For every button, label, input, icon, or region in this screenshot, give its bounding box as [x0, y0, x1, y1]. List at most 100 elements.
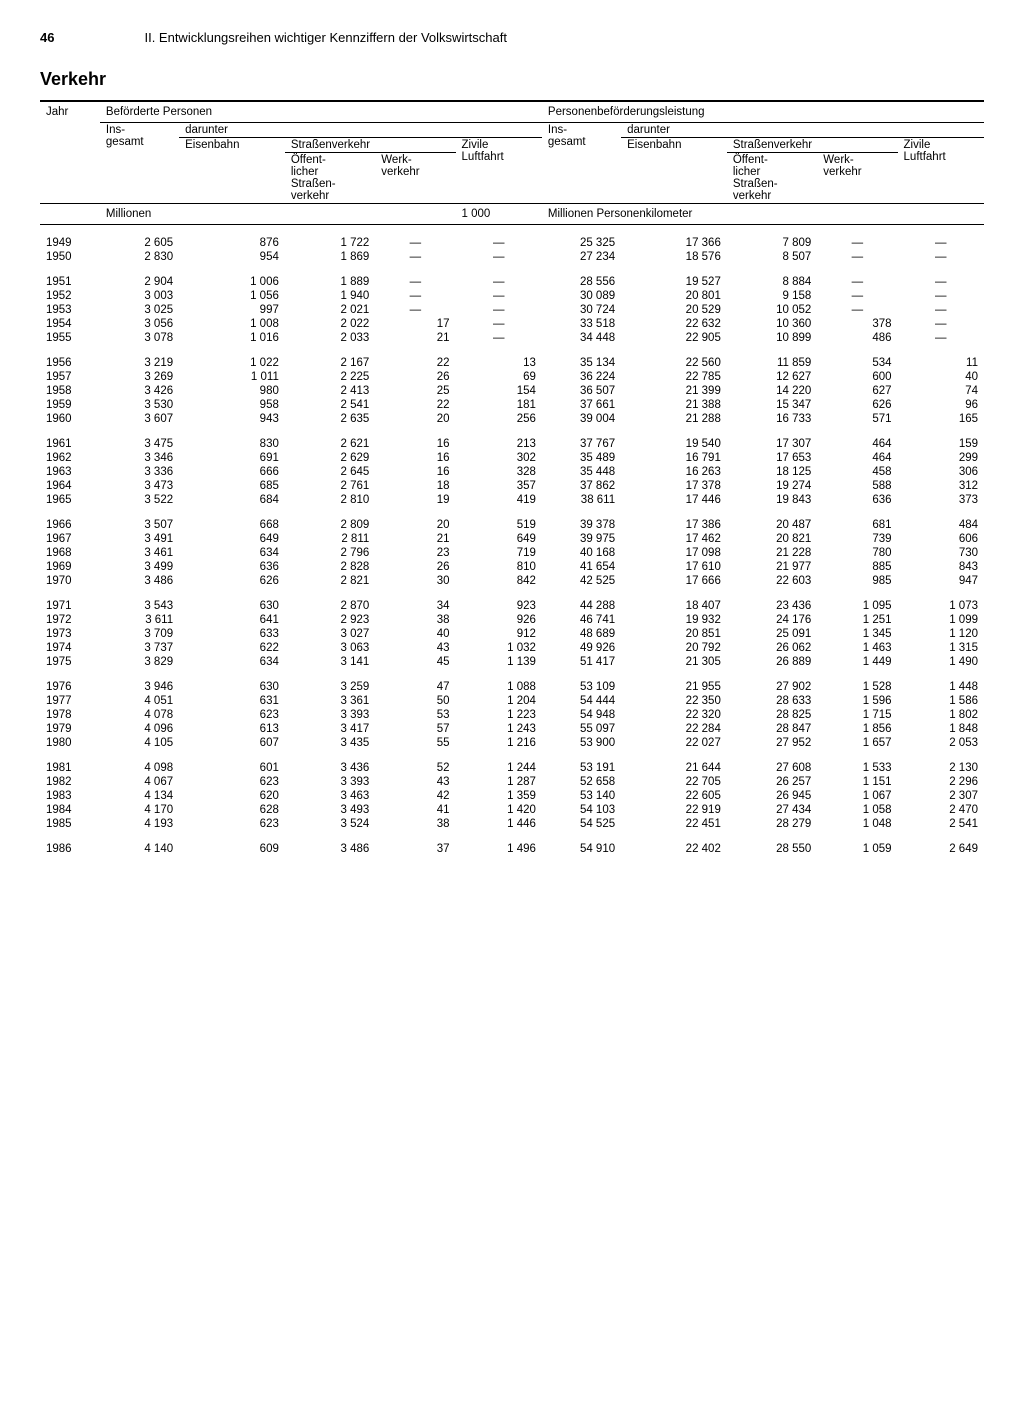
- cell-value: 1 463: [817, 641, 897, 655]
- table-row: 19653 5226842 8101941938 61117 44619 843…: [40, 493, 984, 507]
- cell-year: 1961: [40, 426, 100, 451]
- cell-value: 3 269: [100, 370, 179, 384]
- cell-value: 636: [817, 493, 897, 507]
- cell-value: 26 889: [727, 655, 817, 669]
- cell-year: 1954: [40, 317, 100, 331]
- table-row: 19723 6116412 9233892646 74119 93224 176…: [40, 613, 984, 627]
- cell-value: 4 098: [100, 750, 179, 775]
- table-row: 19854 1936233 524381 44654 52522 45128 2…: [40, 817, 984, 831]
- cell-value: —: [898, 225, 984, 251]
- cell-value: 17 098: [621, 546, 727, 560]
- cell-value: —: [898, 303, 984, 317]
- table-row: 19834 1346203 463421 35953 14022 60526 9…: [40, 789, 984, 803]
- cell-value: 609: [179, 831, 285, 856]
- cell-value: 54 948: [542, 708, 621, 722]
- cell-value: 3 524: [285, 817, 375, 831]
- cell-value: 3 219: [100, 345, 179, 370]
- cell-value: 19 932: [621, 613, 727, 627]
- cell-value: 30 724: [542, 303, 621, 317]
- cell-year: 1959: [40, 398, 100, 412]
- cell-value: 17 307: [727, 426, 817, 451]
- cell-year: 1983: [40, 789, 100, 803]
- cell-value: 649: [179, 532, 285, 546]
- table-row: 19583 4269802 4132515436 50721 39914 220…: [40, 384, 984, 398]
- table-row: 19814 0986013 436521 24453 19121 64427 6…: [40, 750, 984, 775]
- cell-value: 26 945: [727, 789, 817, 803]
- cell-year: 1980: [40, 736, 100, 750]
- cell-value: 730: [898, 546, 984, 560]
- table-row: 19543 0561 0082 02217—33 51822 63210 360…: [40, 317, 984, 331]
- cell-value: —: [375, 250, 455, 264]
- cell-value: 1 216: [456, 736, 542, 750]
- cell-value: 14 220: [727, 384, 817, 398]
- cell-value: 40: [375, 627, 455, 641]
- cell-value: 28 633: [727, 694, 817, 708]
- table-row: 19824 0676233 393431 28752 65822 70526 2…: [40, 775, 984, 789]
- cell-value: 43: [375, 775, 455, 789]
- cell-value: 2 130: [898, 750, 984, 775]
- cell-value: 628: [179, 803, 285, 817]
- cell-year: 1950: [40, 250, 100, 264]
- cell-value: 3 829: [100, 655, 179, 669]
- cell-value: 2 541: [285, 398, 375, 412]
- cell-value: 1 448: [898, 669, 984, 694]
- cell-value: 19: [375, 493, 455, 507]
- cell-value: 780: [817, 546, 897, 560]
- cell-year: 1985: [40, 817, 100, 831]
- cell-value: 607: [179, 736, 285, 750]
- cell-value: 2 225: [285, 370, 375, 384]
- cell-value: —: [817, 250, 897, 264]
- cell-value: 684: [179, 493, 285, 507]
- cell-value: 1 067: [817, 789, 897, 803]
- table-row: 19743 7376223 063431 03249 92620 79226 0…: [40, 641, 984, 655]
- col-oeffentlich-1: Öffent- licher Straßen- verkehr: [285, 153, 375, 204]
- unit-millionen: Millionen: [100, 204, 456, 225]
- cell-value: 1 251: [817, 613, 897, 627]
- cell-value: —: [375, 225, 455, 251]
- cell-value: 3 486: [285, 831, 375, 856]
- cell-value: 22 560: [621, 345, 727, 370]
- cell-value: 1 011: [179, 370, 285, 384]
- col-zivile-2: Zivile Luftfahrt: [898, 138, 984, 204]
- cell-value: 54 103: [542, 803, 621, 817]
- cell-value: 39 004: [542, 412, 621, 426]
- cell-value: 42 525: [542, 574, 621, 588]
- cell-value: 2 167: [285, 345, 375, 370]
- cell-value: 1 528: [817, 669, 897, 694]
- table-row: 19804 1056073 435551 21653 90022 02727 9…: [40, 736, 984, 750]
- cell-year: 1958: [40, 384, 100, 398]
- cell-value: 1 490: [898, 655, 984, 669]
- table-row: 19643 4736852 7611835737 86217 37819 274…: [40, 479, 984, 493]
- cell-value: 1 056: [179, 289, 285, 303]
- cell-value: 21 644: [621, 750, 727, 775]
- cell-value: —: [817, 289, 897, 303]
- cell-value: 23 436: [727, 588, 817, 613]
- cell-value: 458: [817, 465, 897, 479]
- chapter-title: II. Entwicklungsreihen wichtiger Kennzif…: [144, 30, 506, 45]
- cell-year: 1960: [40, 412, 100, 426]
- table-row: 19763 9466303 259471 08853 10921 95527 9…: [40, 669, 984, 694]
- cell-value: 630: [179, 669, 285, 694]
- cell-value: 620: [179, 789, 285, 803]
- cell-value: 21: [375, 532, 455, 546]
- cell-value: 57: [375, 722, 455, 736]
- cell-value: 719: [456, 546, 542, 560]
- cell-value: 1 596: [817, 694, 897, 708]
- cell-value: 7 809: [727, 225, 817, 251]
- unit-1000: 1 000: [456, 204, 542, 225]
- cell-value: 44 288: [542, 588, 621, 613]
- cell-value: 22 605: [621, 789, 727, 803]
- cell-value: 53 191: [542, 750, 621, 775]
- cell-value: 1 940: [285, 289, 375, 303]
- cell-value: 53 109: [542, 669, 621, 694]
- cell-value: 2 870: [285, 588, 375, 613]
- cell-value: 3 543: [100, 588, 179, 613]
- cell-value: 2 649: [898, 831, 984, 856]
- cell-value: —: [898, 289, 984, 303]
- cell-value: 666: [179, 465, 285, 479]
- cell-value: 2 828: [285, 560, 375, 574]
- table-row: 19703 4866262 8213084242 52517 66622 603…: [40, 574, 984, 588]
- cell-value: 3 507: [100, 507, 179, 532]
- cell-value: 943: [179, 412, 285, 426]
- cell-value: 328: [456, 465, 542, 479]
